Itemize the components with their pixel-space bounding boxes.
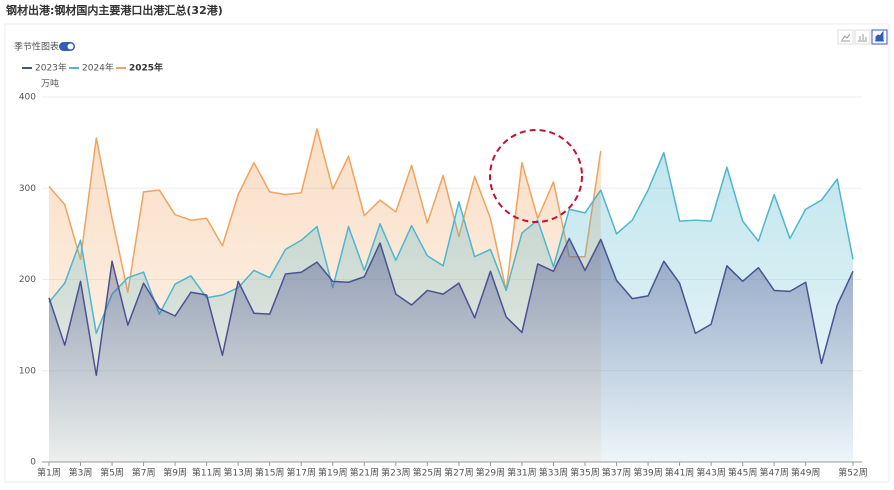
chart-type-buttons [837, 29, 888, 45]
x-tick-label: 第29周 [476, 467, 505, 479]
x-tick-label: 第13周 [223, 467, 252, 479]
x-tick-label: 第11周 [192, 467, 221, 479]
y-tick-label: 0 [30, 458, 36, 468]
x-tick-label: 第9周 [163, 467, 187, 479]
series-line [48, 128, 602, 294]
legend-label: 2025年 [129, 62, 163, 74]
x-tick-label: 第39周 [633, 467, 662, 479]
highlight-circle [489, 129, 583, 223]
y-tick-label: 300 [19, 184, 36, 194]
x-tick-label: 第21周 [350, 467, 379, 479]
chart-title: 钢材出港:钢材国内主要港口出港汇总(32港) [6, 3, 223, 17]
area [49, 238, 853, 462]
toggle-knob [67, 43, 74, 50]
x-tick-label: 第47周 [759, 467, 788, 479]
x-tick-label: 第3周 [69, 467, 93, 479]
x-tick-label: 第15周 [255, 467, 284, 479]
x-tick-label: 第31周 [507, 467, 536, 479]
series-line [48, 151, 854, 335]
x-tick-label: 第19周 [318, 467, 347, 479]
x-tick-label: 第23周 [381, 467, 410, 479]
icon [841, 33, 851, 42]
y-tick-label: 100 [19, 366, 36, 376]
x-tick-label: 第37周 [602, 467, 631, 479]
x-tick-label: 第1周 [37, 467, 61, 479]
series-line [48, 237, 854, 377]
x-tick-label: 第27周 [444, 467, 473, 479]
icon [875, 30, 884, 42]
x-tick-label: 第52周 [838, 467, 867, 479]
x-tick-label: 第35周 [570, 467, 599, 479]
x-tick-label: 第5周 [100, 467, 124, 479]
x-tick-label: 第45周 [728, 467, 757, 479]
x-tick-label: 第41周 [665, 467, 694, 479]
legend-label: 2024年 [82, 62, 114, 74]
toggle-label: 季节性图表 [14, 41, 59, 53]
x-tick-label: 第43周 [696, 467, 725, 479]
x-tick-label: 第17周 [287, 467, 316, 479]
y-unit: 万吨 [41, 78, 59, 90]
y-tick-label: 200 [19, 275, 36, 285]
x-tick-label: 第25周 [413, 467, 442, 479]
x-tick-label: 第7周 [132, 467, 156, 479]
panel [4, 23, 890, 483]
x-tick-label: 第49周 [791, 467, 820, 479]
icon [858, 34, 867, 42]
legend-label: 2023年 [35, 62, 67, 74]
x-tick-label: 第33周 [539, 467, 568, 479]
y-tick-label: 400 [19, 93, 36, 103]
